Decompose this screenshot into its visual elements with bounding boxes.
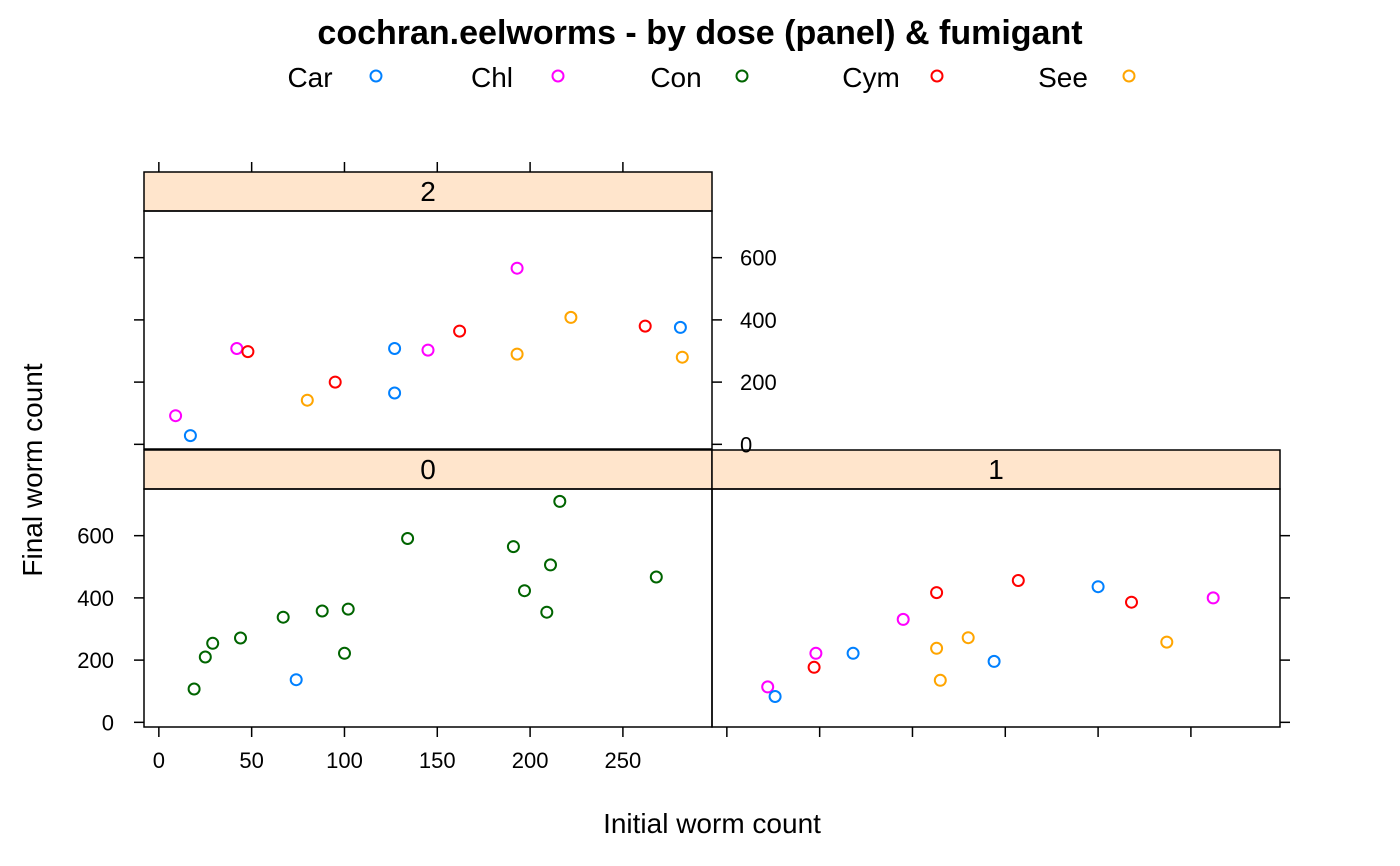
data-point <box>169 409 183 423</box>
legend-label: Con <box>650 62 701 93</box>
panel-1: 1 <box>711 449 1281 728</box>
data-point <box>453 324 467 338</box>
panel-0: 0 <box>143 449 713 728</box>
data-point <box>401 532 415 545</box>
strip-label: 0 <box>420 454 436 485</box>
x-tick-label: 150 <box>419 748 456 773</box>
legend-marker <box>735 69 749 83</box>
data-point <box>807 660 821 674</box>
data-point <box>328 375 342 389</box>
data-point <box>846 646 860 660</box>
data-point <box>276 610 290 624</box>
y-tick-label: 200 <box>740 370 777 395</box>
data-point <box>241 345 255 359</box>
y-tick-label: 200 <box>77 648 114 673</box>
y-tick-label: 400 <box>77 586 114 611</box>
y-tick-label: 0 <box>740 432 752 457</box>
y-axis-label: Final worm count <box>17 363 48 576</box>
y-tick-label: 400 <box>740 308 777 333</box>
data-point <box>338 646 351 660</box>
x-tick-label: 250 <box>605 748 642 773</box>
data-point <box>187 682 201 696</box>
data-point <box>234 631 247 645</box>
panel-frame-0 <box>143 488 713 728</box>
strip-label: 2 <box>420 176 436 207</box>
y-tick-label: 0 <box>102 710 114 735</box>
data-point <box>638 319 652 333</box>
data-point <box>761 680 775 694</box>
data-point <box>198 650 212 664</box>
x-axis-label: Initial worm count <box>603 808 821 839</box>
strip-0 <box>143 449 713 490</box>
data-point <box>1206 591 1220 605</box>
x-tick-label: 50 <box>239 748 263 773</box>
panel-frame-1 <box>711 488 1281 728</box>
data-point <box>230 342 244 355</box>
legend-marker <box>551 69 565 83</box>
data-point <box>675 350 689 364</box>
data-point <box>421 343 435 357</box>
legend: Car Chl Con Cym See <box>287 62 1136 93</box>
data-point <box>564 310 578 324</box>
data-point <box>1160 635 1174 649</box>
strip-2 <box>143 171 713 212</box>
x-tick-label: 100 <box>326 748 363 773</box>
data-point <box>510 261 524 275</box>
data-point <box>930 641 944 655</box>
data-point <box>341 602 355 616</box>
data-point <box>289 673 303 687</box>
x-tick-label: 200 <box>512 748 549 773</box>
panels: 0 1 2 <box>143 171 1281 728</box>
data-point <box>1125 595 1138 609</box>
data-point <box>544 558 557 572</box>
strip-1 <box>711 449 1281 490</box>
legend-marker <box>1122 69 1136 83</box>
data-point <box>315 604 329 618</box>
data-point <box>183 429 197 443</box>
y-tick-label: 600 <box>740 246 777 271</box>
data-point <box>1011 574 1025 587</box>
axes: 0 50 100 150 200 250 0 0 200 200 400 400 600 600 <box>77 162 1290 773</box>
legend-label: Chl <box>471 62 513 93</box>
legend-marker <box>930 69 944 83</box>
data-point <box>553 494 567 508</box>
data-point <box>649 570 663 584</box>
x-tick-label: 0 <box>153 748 165 773</box>
data-point <box>930 586 944 600</box>
data-point <box>933 673 947 687</box>
data-point <box>388 342 402 355</box>
data-point <box>510 347 524 361</box>
data-point <box>809 646 823 660</box>
data-point <box>300 393 314 407</box>
data-point <box>388 386 402 400</box>
data-point <box>518 584 531 598</box>
data-point <box>1091 580 1105 594</box>
data-point <box>673 320 687 334</box>
data-point <box>540 605 554 619</box>
legend-label: Car <box>287 62 332 93</box>
chart-title: cochran.eelworms - by dose (panel) & fum… <box>317 14 1082 52</box>
panel-frame-2 <box>143 210 713 450</box>
legend-label: Cym <box>842 62 900 93</box>
panel-2: 2 <box>143 171 713 450</box>
data-point <box>768 690 782 703</box>
data-point <box>896 612 910 626</box>
data-point <box>506 540 520 554</box>
legend-marker <box>369 69 383 83</box>
data-point <box>961 631 975 645</box>
data-point <box>206 636 220 650</box>
strip-label: 1 <box>988 454 1004 485</box>
legend-label: See <box>1038 62 1088 93</box>
data-point <box>987 654 1001 668</box>
y-tick-label: 600 <box>77 524 114 549</box>
